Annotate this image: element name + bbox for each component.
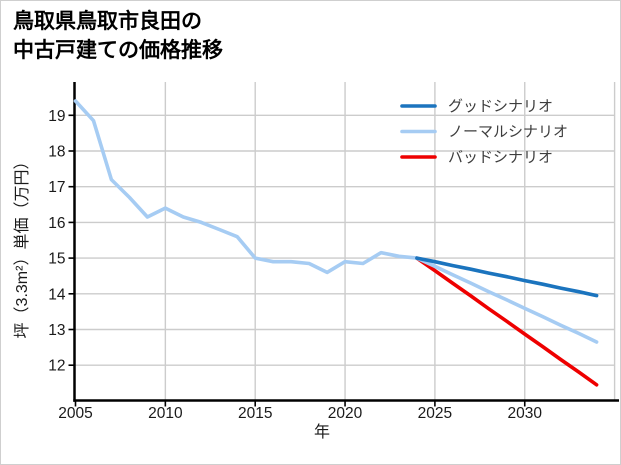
y-axis-label: 坪（3.3m²）単価（万円）: [13, 154, 31, 339]
x-tick-label: 2030: [508, 405, 543, 422]
series-line-good: [415, 256, 599, 298]
y-tick-label: 14: [48, 286, 66, 303]
y-tick-label: 13: [48, 322, 65, 339]
x-axis-label: 年: [314, 423, 330, 441]
title-line-2: 中古戸建ての価格推移: [13, 39, 223, 62]
legend-label-good: グッドシナリオ: [448, 98, 553, 115]
title-line-1: 鳥取県鳥取市良田の: [13, 10, 202, 33]
y-tick-label: 18: [48, 144, 65, 161]
x-tick-label: 2010: [148, 405, 183, 422]
x-tick-label: 2015: [238, 405, 272, 422]
x-tick-label: 2025: [418, 405, 452, 422]
axes: 2005 2010 2015 2020 2025 2030 12 13 14 15 16 17 18 19: [48, 82, 619, 422]
y-tick-label: 15: [48, 251, 65, 268]
page-title: 鳥取県鳥取市良田の 中古戸建ての価格推移: [13, 7, 223, 65]
series-line-normal: [73, 99, 599, 344]
gridlines: [74, 82, 616, 401]
y-tick-label: 12: [48, 358, 65, 375]
legend-label-bad: バッドシナリオ: [448, 149, 553, 166]
x-tick-label: 2020: [328, 405, 363, 422]
y-tick-label: 17: [48, 179, 65, 196]
y-tick-label: 19: [48, 108, 65, 125]
legend-label-normal: ノーマルシナリオ: [448, 124, 568, 141]
y-tick-label: 16: [48, 215, 65, 232]
series-lines: [73, 99, 599, 387]
x-tick-label: 2005: [58, 405, 92, 422]
series-line-bad: [415, 256, 599, 387]
